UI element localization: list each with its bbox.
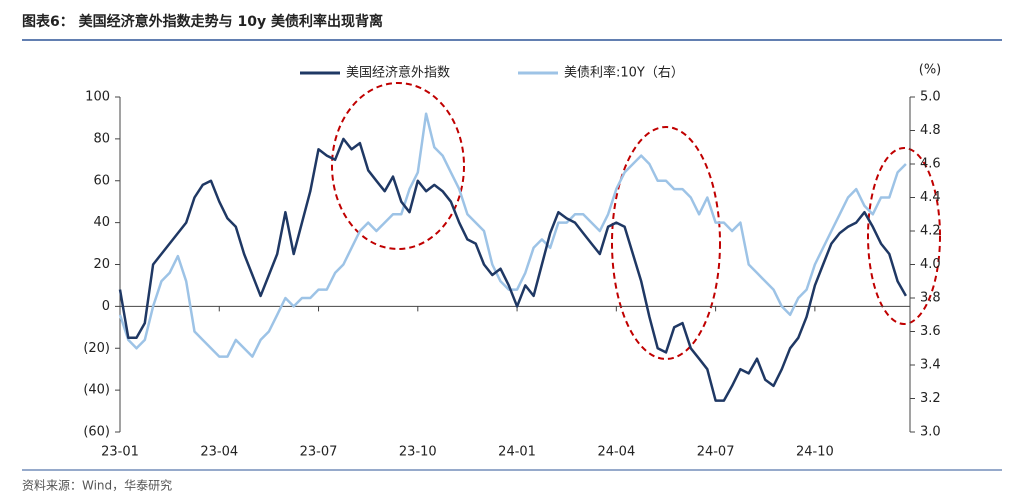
y2-tick-label: 5.0 [920,90,941,105]
y-tick-label: 80 [93,131,110,146]
y-tick-label: (20) [83,341,110,356]
y2-tick-label: 3.8 [920,291,941,306]
y2-tick-label: 4.8 [920,123,941,138]
legend-label: 美国经济意外指数 [346,65,450,81]
series-line [118,137,907,402]
chart-title: 图表6： 美国经济意外指数走势与 10y 美债利率出现背离 [22,13,383,30]
y2-tick-label: 3.6 [920,324,941,339]
y2-tick-label: 3.2 [920,391,941,406]
y-tick-label: 20 [93,257,110,272]
y2-tick-label: 4.4 [920,190,941,205]
y-tick-label: 0 [102,299,110,314]
annotation-ellipse [611,126,721,360]
y-tick-label: 60 [93,173,110,188]
y2-tick-label: 3.0 [920,425,941,440]
x-tick-label: 23-07 [300,445,338,460]
y2-unit: (%) [919,63,942,78]
x-tick-label: 23-01 [101,445,139,460]
x-tick-label: 24-10 [796,445,834,460]
y2-tick-label: 4.0 [920,257,941,272]
y-tick-label: 40 [93,215,110,230]
x-tick-label: 23-04 [200,445,238,460]
series-line [118,112,907,358]
x-tick-label: 24-04 [597,445,635,460]
x-tick-label: 23-10 [399,445,437,460]
legend-label: 美债利率:10Y（右） [564,65,684,81]
y-tick-label: (60) [83,425,110,440]
y-tick-label: (40) [83,383,110,398]
annotation-ellipse [867,147,941,325]
y-tick-label: 100 [85,90,110,105]
y2-tick-label: 3.4 [920,358,941,373]
annotation-ellipse [331,82,465,250]
source: 资料来源：Wind，华泰研究 [22,478,172,493]
x-tick-label: 24-01 [498,445,536,460]
y2-tick-label: 4.2 [920,224,941,239]
y2-tick-label: 4.6 [920,157,941,172]
x-tick-label: 24-07 [697,445,735,460]
